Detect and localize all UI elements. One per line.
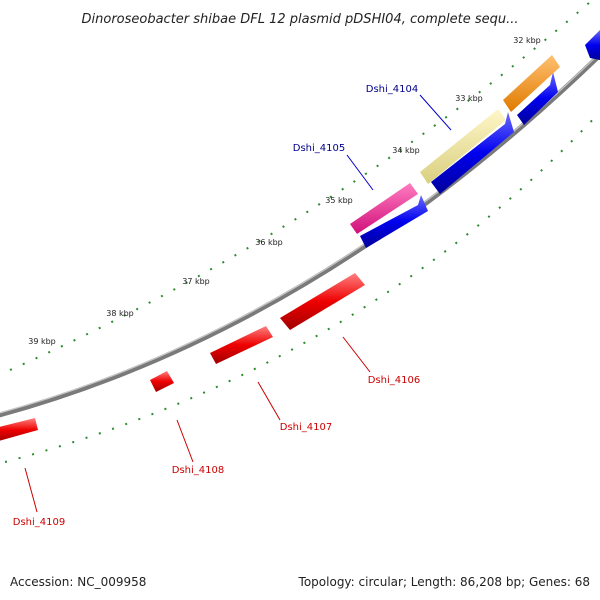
callout-line xyxy=(24,467,38,513)
scale-label: 37 kbp xyxy=(182,277,210,286)
gene-arrow-feature[interactable] xyxy=(503,55,560,112)
scale-label: 36 kbp xyxy=(255,238,283,247)
gene-arrow-forward[interactable] xyxy=(585,30,600,60)
map-title: Dinoroseobacter shibae DFL 12 plasmid pD… xyxy=(82,12,519,27)
callout-line xyxy=(176,419,194,463)
gene-arrow-reverse[interactable] xyxy=(210,326,273,364)
plasmid-backbone xyxy=(0,53,600,418)
outer-tick-ring xyxy=(9,1,591,371)
gene-label-dshi-4108[interactable]: Dshi_4108 xyxy=(172,465,224,476)
gene-arrow-forward[interactable] xyxy=(431,112,514,194)
sequence-summary: Topology: circular; Length: 86,208 bp; G… xyxy=(298,575,590,589)
gene-arrow-reverse[interactable] xyxy=(280,273,365,330)
gene-arrow-feature[interactable] xyxy=(420,109,506,184)
scale-label: 39 kbp xyxy=(28,337,56,346)
scale-label: 32 kbp xyxy=(513,36,541,45)
scale-label: 35 kbp xyxy=(325,196,353,205)
gene-label-dshi-4109[interactable]: Dshi_4109 xyxy=(13,517,65,528)
gene-label-dshi-4107[interactable]: Dshi_4107 xyxy=(280,422,332,433)
accession-label: Accession: NC_009958 xyxy=(10,575,146,589)
scale-label: 33 kbp xyxy=(455,94,483,103)
gene-label-dshi-4105[interactable]: Dshi_4105 xyxy=(293,143,345,154)
gene-arrow-forward[interactable] xyxy=(360,195,428,248)
gene-label-dshi-4106[interactable]: Dshi_4106 xyxy=(368,375,420,386)
callout-line xyxy=(257,381,281,421)
callout-line xyxy=(342,336,371,373)
gene-arrow-reverse[interactable] xyxy=(0,418,38,442)
callout-line xyxy=(419,94,452,131)
callout-line xyxy=(346,154,374,191)
scale-label: 38 kbp xyxy=(106,309,134,318)
gene-label-dshi-4104[interactable]: Dshi_4104 xyxy=(366,84,418,95)
gene-arrow-reverse[interactable] xyxy=(150,371,174,392)
scale-label: 34 kbp xyxy=(392,146,420,155)
gene-arrow-feature[interactable] xyxy=(350,183,418,234)
gene-arrow-forward[interactable] xyxy=(517,72,558,125)
